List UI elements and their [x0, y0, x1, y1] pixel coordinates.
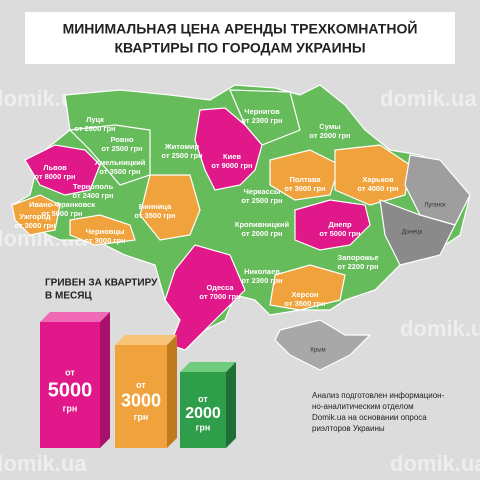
legend-box-top — [40, 312, 110, 322]
legend-box-side — [167, 335, 177, 448]
city-name: Сумы — [319, 122, 340, 131]
legend-box-side — [100, 312, 110, 448]
city-price: от 8000 грн — [34, 172, 75, 181]
region — [194, 107, 263, 191]
city-price: от 2600 грн — [74, 124, 115, 133]
note-line: но-аналитическим отделом — [312, 402, 414, 411]
city-price: от 3500 грн — [134, 211, 175, 220]
city-name: Черновцы — [86, 227, 125, 236]
watermark: domik.ua — [400, 316, 480, 341]
city-price: от 2000 грн — [309, 131, 350, 140]
city-price: от 3000 грн — [284, 184, 325, 193]
city-price: от 2400 грн — [72, 191, 113, 200]
city-price: от 3500 грн — [99, 167, 140, 176]
legend-box — [40, 322, 100, 448]
city-name: Одесса — [206, 283, 234, 292]
region — [379, 199, 456, 266]
region — [229, 89, 301, 146]
city-name: Черкассы — [244, 187, 281, 196]
city-name: Киев — [223, 152, 241, 161]
legend-amount: 2000 — [185, 405, 221, 422]
city-price: от 5000 грн — [41, 209, 82, 218]
note-line: Domik.ua на основании опроса — [312, 413, 427, 422]
occupied-label: Крым — [310, 348, 325, 354]
city-name: Хмельницкий — [95, 158, 146, 167]
title: КВАРТИРЫ ПО ГОРОДАМ УКРАИНЫ — [114, 40, 365, 56]
legend-amount: 5000 — [48, 380, 93, 402]
legend-box — [115, 345, 167, 448]
city-name: Ужгород — [19, 212, 51, 221]
city-name: Тернополь — [73, 182, 114, 191]
city-name: Чернигов — [244, 107, 280, 116]
note-line: Анализ подготовлен информацион- — [312, 391, 445, 400]
city-name: Харьков — [362, 175, 394, 184]
legend-box-side — [226, 362, 236, 448]
city-price: от 3500 грн — [284, 299, 325, 308]
city-price: от 5000 грн — [319, 229, 360, 238]
city-price: от 2300 грн — [241, 116, 282, 125]
legend-unit: грн — [63, 404, 78, 414]
region — [24, 144, 101, 196]
region — [274, 319, 372, 371]
legend-prefix: от — [136, 380, 146, 390]
legend-amount: 3000 — [121, 390, 161, 410]
watermark: domik.ua — [380, 86, 477, 111]
city-name: Житомир — [164, 142, 200, 151]
legend-title: ГРИВЕН ЗА КВАРТИРУ — [45, 278, 158, 289]
region — [294, 199, 371, 251]
city-price: от 2500 грн — [241, 196, 282, 205]
legend-box-top — [180, 362, 236, 372]
city-name: Луцк — [86, 115, 104, 124]
city-price: от 4000 грн — [357, 184, 398, 193]
region — [269, 264, 346, 311]
note-line: риэлторов Украины — [312, 424, 385, 433]
region — [11, 194, 61, 236]
city-name: Ивано-Франковск — [29, 200, 95, 209]
city-name: Ровно — [110, 135, 134, 144]
city-price: от 2000 грн — [241, 229, 282, 238]
city-name: Николаев — [244, 267, 280, 276]
city-price: от 3000 грн — [14, 221, 55, 230]
region — [139, 174, 201, 241]
legend-title: В МЕСЯЦ — [45, 291, 92, 302]
watermark: domik.ua — [390, 451, 480, 476]
region — [269, 149, 341, 201]
city-price: от 3000 грн — [84, 236, 125, 245]
city-name: Винница — [139, 202, 172, 211]
city-name: Херсон — [291, 290, 318, 299]
city-price: от 2500 грн — [161, 151, 202, 160]
legend-unit: грн — [196, 423, 211, 433]
city-price: от 2300 грн — [241, 276, 282, 285]
city-price: от 7000 грн — [199, 292, 240, 301]
city-name: Львов — [43, 163, 67, 172]
region — [164, 244, 246, 351]
legend-box — [180, 372, 226, 448]
title-box — [25, 12, 455, 64]
legend-prefix: от — [65, 368, 75, 378]
title: МИНИМАЛЬНАЯ ЦЕНА АРЕНДЫ ТРЕХКОМНАТНОЙ — [63, 20, 418, 37]
city-name: Кропивницкий — [235, 220, 290, 229]
occupied-label: Луганск — [424, 203, 446, 209]
map — [11, 84, 471, 371]
legend-prefix: от — [198, 394, 208, 404]
city-price: от 9000 грн — [211, 161, 252, 170]
city-price: от 2200 грн — [337, 262, 378, 271]
note: Анализ подготовлен информацион-но-аналит… — [312, 391, 445, 433]
watermark: domik.ua — [0, 451, 87, 476]
city-name: Запорожье — [337, 253, 378, 262]
city-price: от 2500 грн — [101, 144, 142, 153]
region — [69, 214, 136, 246]
legend-box-top — [115, 335, 177, 345]
city-name: Днепр — [328, 220, 352, 229]
legend-unit: грн — [134, 412, 149, 422]
occupied-label: Донецк — [402, 230, 423, 236]
region — [334, 144, 411, 206]
city-name: Полтава — [289, 175, 321, 184]
